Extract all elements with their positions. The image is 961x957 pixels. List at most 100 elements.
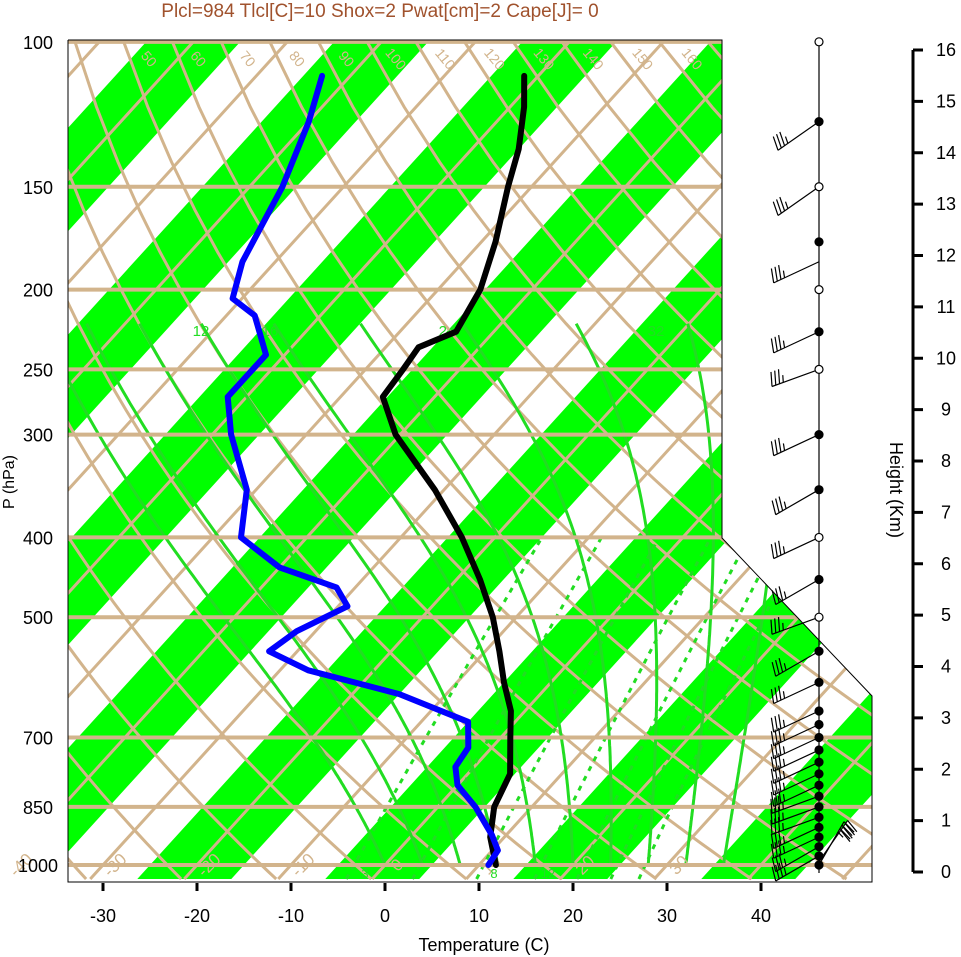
x-tick-label: -20 [184,906,210,926]
wind-barb [770,816,820,835]
height-tick-label: 2 [941,759,951,779]
height-marker-filled [814,832,824,842]
pressure-tick-label: 700 [23,728,53,748]
wind-barb-column [770,37,858,882]
height-tick-label: 11 [937,297,956,317]
dry-adiabat [317,41,872,881]
moist-adiabat [272,322,537,866]
wind-barb [771,579,820,606]
isotherm-line [0,27,19,879]
height-marker-open [814,532,824,543]
height-marker-filled [814,485,824,495]
pressure-tick-label: 850 [23,798,53,818]
height-tick-label: 0 [941,862,951,882]
dry-adiabat [68,41,278,881]
height-tick-label: 16 [936,40,956,60]
moist-adiabat-label: 16 [262,323,279,340]
x-tick-label: 0 [380,906,390,926]
height-marker-filled [814,769,824,779]
mixing-ratio-label: 3 [361,866,368,881]
moist-adiabat [199,322,500,866]
temperature-profile [379,72,528,868]
chart-title: Plcl=984 Tlcl[C]=10 Shox=2 Pwat[cm]=2 Ca… [161,1,598,22]
wind-barb [770,616,820,635]
height-marker-open [814,285,824,295]
dry-adiabat [414,41,872,881]
height-marker-filled [814,822,824,832]
dry-adiabat-label: 150 [629,45,656,73]
dry-adiabat [68,41,183,881]
wind-barb [770,434,820,457]
dry-adiabat [122,41,848,881]
dry-adiabat [903,42,961,879]
isotherm-label: 30 [666,852,693,879]
height-marker-filled [814,851,824,861]
moist-adiabat [461,322,613,865]
wind-barb [770,784,820,807]
wind-barb [770,710,820,733]
moist-adiabat [574,322,659,866]
height-tick-label: 10 [936,348,956,368]
mixing-ratio-line [575,536,751,880]
dry-adiabat-label: 110 [432,45,459,73]
isotherm-line [68,40,584,881]
moist-adiabat-label: 12 [193,323,210,340]
height-tick-label: 3 [941,708,951,728]
dry-adiabat [365,41,872,881]
pressure-tick-label: 200 [23,281,53,301]
height-marker-filled [814,574,824,585]
wind-barb [770,836,820,859]
wind-barb [772,186,820,216]
height-marker-filled [814,237,824,247]
wind-barb [771,855,820,882]
x-tick-label: 40 [751,906,771,926]
height-marker-filled [814,842,824,852]
height-marker-filled [814,812,824,822]
height-marker-filled [814,677,824,687]
wind-barb [771,650,820,677]
wind-barb [770,773,820,796]
height-marker-filled [814,791,824,801]
dry-adiabat [219,41,872,881]
wind-barb [770,806,820,825]
height-marker-open [814,182,824,192]
wind-barb [770,723,820,747]
moist-adiabat [68,323,387,866]
mixing-ratio-line [609,536,781,880]
height-marker-filled [814,745,824,755]
pressure-tick-label: 400 [23,528,53,548]
isotherm-label: -10 [288,850,319,881]
mixing-ratio-line [533,536,713,880]
isotherm-band [0,27,66,879]
isotherm-band [68,40,442,879]
isotherm-band [701,40,872,879]
height-tick-label: 12 [936,246,956,266]
height-marker-filled [814,732,824,743]
pressure-tick-label: 250 [23,360,53,380]
dewpoint-profile [224,72,501,868]
pressure-tick-label: 100 [23,33,53,53]
moist-adiabat-label: 32 [648,323,665,340]
dry-adiabat-label: 70 [237,48,259,70]
pressure-tick-label: 300 [23,426,53,446]
isotherm-label: -30 [100,850,131,881]
x-tick-label: 20 [563,906,583,926]
height-marker-filled [814,706,824,716]
height-marker-open [814,364,824,374]
dry-adiabat [268,41,872,881]
moist-adiabat [85,323,424,866]
dry-adiabat [171,41,872,881]
wind-barb [770,368,820,388]
isotherm-line [68,40,302,881]
wind-barb [770,826,820,850]
pressure-tick-label: 1000 [18,856,58,876]
wind-barb [818,820,858,862]
dry-adiabat [68,41,373,881]
dry-adiabat [68,41,468,881]
height-marker-filled [814,327,824,337]
moist-adiabat [359,322,575,866]
height-marker-filled [814,646,824,656]
wind-barb [770,761,820,784]
